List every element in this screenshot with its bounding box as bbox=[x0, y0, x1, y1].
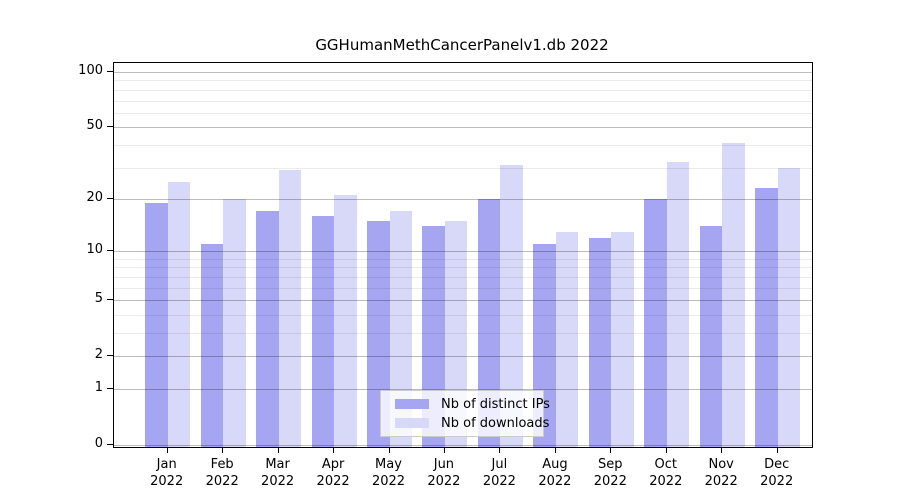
x-tick-label-jul: Jul 2022 bbox=[482, 457, 516, 489]
bar-ips-dec bbox=[755, 188, 778, 447]
bar-ips-feb bbox=[200, 244, 224, 447]
legend-item-ips: Nb of distinct IPs bbox=[395, 397, 550, 412]
legend-label: Nb of distinct IPs bbox=[441, 396, 550, 412]
bar-ips-mar bbox=[256, 211, 279, 447]
gridline-minor-30 bbox=[114, 167, 812, 169]
bar-downloads-dec bbox=[777, 167, 801, 447]
x-tick-label-mar: Mar 2022 bbox=[261, 457, 295, 489]
bar-ips-nov bbox=[699, 226, 723, 447]
y-tick-label-2: 2 bbox=[94, 347, 103, 363]
y-tick-mark-0 bbox=[107, 444, 113, 445]
gridline-minor-60 bbox=[114, 112, 812, 114]
legend-swatch-ips bbox=[395, 399, 429, 409]
bar-downloads-feb bbox=[223, 198, 246, 447]
y-tick-mark-5 bbox=[107, 299, 113, 301]
x-tick-mark-feb bbox=[222, 447, 224, 453]
gridline-minor-6 bbox=[114, 287, 812, 289]
gridline-minor-3 bbox=[114, 333, 812, 334]
bar-downloads-oct bbox=[666, 162, 690, 447]
x-tick-label-jun: Jun 2022 bbox=[427, 457, 461, 489]
x-tick-mark-apr bbox=[333, 447, 335, 453]
x-tick-mark-nov bbox=[721, 447, 723, 453]
x-tick-mark-aug bbox=[554, 447, 556, 453]
bar-downloads-aug bbox=[555, 231, 579, 447]
gridline-minor-4 bbox=[114, 314, 812, 316]
x-tick-label-jan: Jan 2022 bbox=[150, 457, 184, 489]
legend: Nb of distinct IPs Nb of downloads bbox=[380, 390, 550, 437]
gridline-minor-90 bbox=[114, 80, 812, 82]
gridline-major-5 bbox=[114, 300, 812, 302]
gridline-major-1 bbox=[114, 389, 812, 390]
bar-ips-apr bbox=[311, 216, 335, 447]
gridline-major-0 bbox=[114, 445, 812, 446]
gridline-major-2 bbox=[114, 356, 812, 358]
y-tick-label-100: 100 bbox=[78, 63, 103, 78]
x-tick-label-sep: Sep 2022 bbox=[593, 457, 627, 489]
gridline-minor-9 bbox=[114, 258, 812, 260]
gridline-major-100 bbox=[114, 72, 812, 73]
x-tick-label-feb: Feb 2022 bbox=[205, 457, 239, 489]
bar-downloads-may bbox=[389, 211, 412, 447]
chart-title: GGHumanMethCancerPanelv1.db 2022 bbox=[315, 36, 609, 54]
y-tick-mark-100 bbox=[107, 71, 113, 72]
x-tick-label-dec: Dec 2022 bbox=[760, 457, 794, 489]
legend-label: Nb of downloads bbox=[441, 415, 550, 431]
y-tick-mark-50 bbox=[107, 126, 113, 128]
y-tick-mark-10 bbox=[107, 250, 113, 252]
y-tick-label-20: 20 bbox=[86, 189, 103, 205]
x-tick-mark-oct bbox=[665, 447, 667, 453]
legend-item-downloads: Nb of downloads bbox=[395, 416, 549, 431]
x-tick-mark-sep bbox=[610, 447, 612, 453]
gridline-minor-80 bbox=[114, 89, 812, 91]
y-tick-label-1: 1 bbox=[94, 380, 103, 395]
bar-downloads-sep bbox=[611, 231, 634, 447]
y-tick-label-5: 5 bbox=[94, 291, 103, 307]
gridline-minor-8 bbox=[114, 267, 812, 269]
bar-downloads-nov bbox=[722, 142, 745, 447]
bar-downloads-apr bbox=[334, 195, 357, 447]
bar-ips-jul bbox=[477, 198, 501, 447]
gridline-major-50 bbox=[114, 127, 812, 129]
gridline-minor-7 bbox=[114, 276, 812, 278]
bar-ips-jan bbox=[145, 202, 168, 447]
bar-downloads-jul bbox=[500, 164, 523, 447]
y-tick-mark-20 bbox=[107, 197, 113, 199]
gridline-major-10 bbox=[114, 251, 812, 253]
x-tick-mark-may bbox=[388, 447, 390, 453]
y-tick-mark-1 bbox=[107, 388, 113, 389]
x-tick-mark-jun bbox=[443, 447, 445, 453]
x-tick-label-apr: Apr 2022 bbox=[316, 457, 350, 489]
legend-swatch-downloads bbox=[395, 418, 429, 428]
bar-ips-oct bbox=[644, 198, 667, 447]
bar-ips-sep bbox=[588, 237, 612, 447]
y-tick-mark-2 bbox=[107, 355, 113, 357]
gridline-minor-40 bbox=[114, 144, 812, 146]
gridline-minor-70 bbox=[114, 100, 812, 102]
y-tick-label-0: 0 bbox=[94, 436, 103, 451]
x-tick-label-oct: Oct 2022 bbox=[649, 457, 683, 489]
x-tick-mark-jul bbox=[499, 447, 501, 453]
x-tick-label-aug: Aug 2022 bbox=[538, 457, 572, 489]
x-tick-mark-mar bbox=[277, 447, 279, 453]
y-tick-label-10: 10 bbox=[86, 242, 103, 258]
gridline-major-20 bbox=[114, 198, 812, 200]
x-tick-label-may: May 2022 bbox=[371, 457, 406, 489]
x-tick-label-nov: Nov 2022 bbox=[704, 457, 738, 489]
bar-downloads-mar bbox=[278, 170, 302, 447]
x-tick-mark-jan bbox=[166, 447, 168, 453]
y-tick-label-50: 50 bbox=[86, 118, 103, 134]
x-tick-mark-dec bbox=[776, 447, 778, 453]
bar-downloads-jan bbox=[167, 181, 191, 447]
